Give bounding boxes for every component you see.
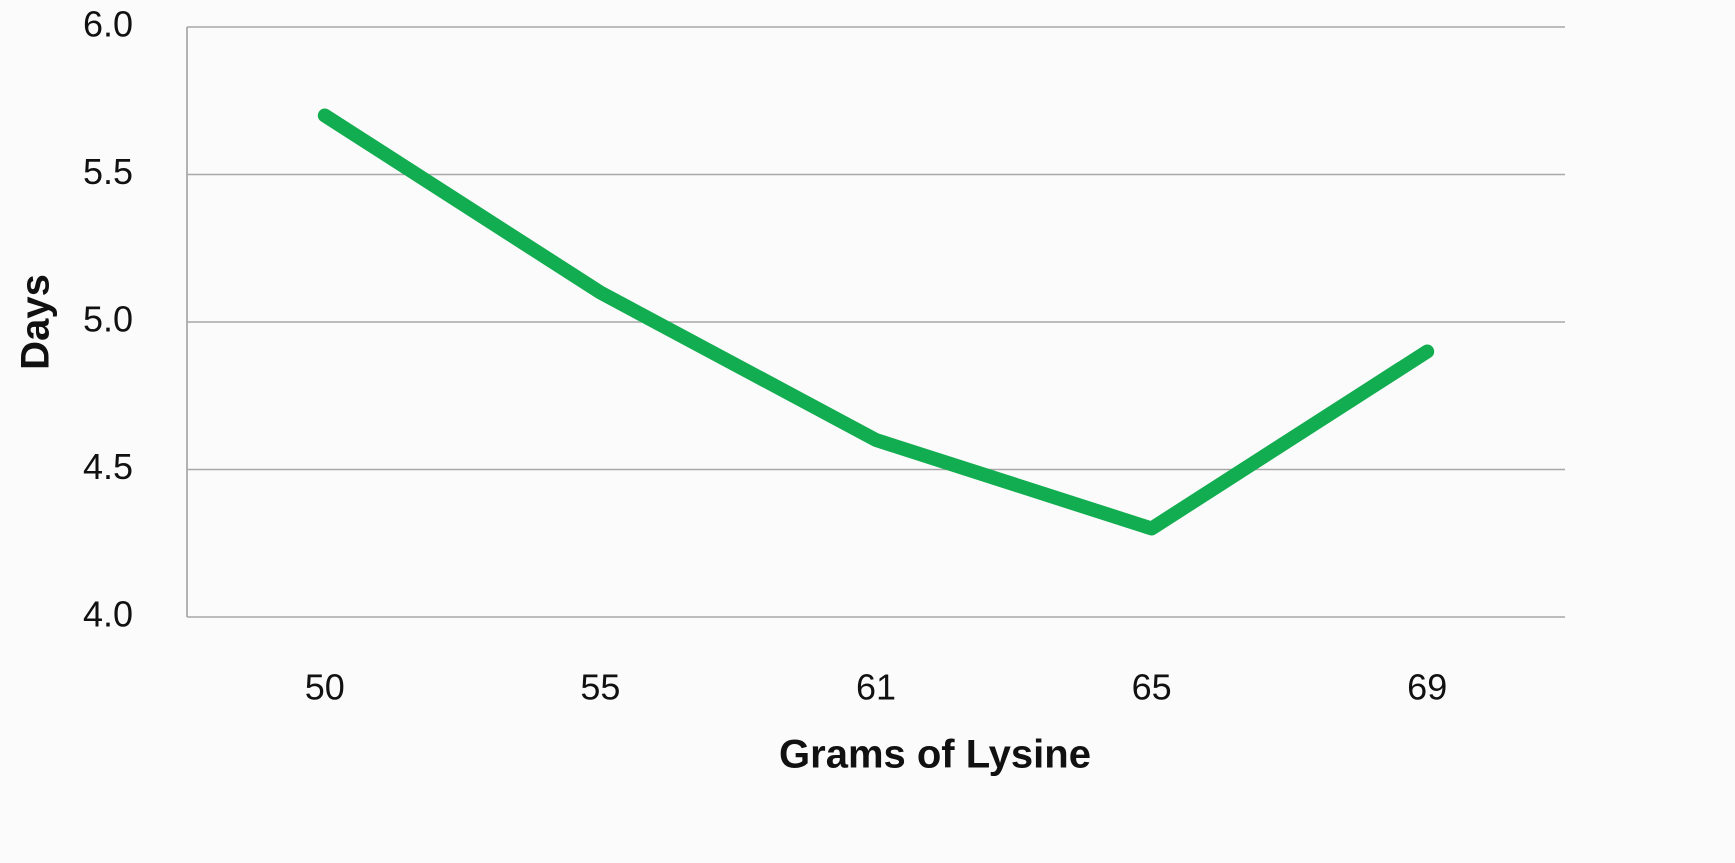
y-tick-label: 5.5: [83, 151, 133, 192]
x-tick-label: 55: [580, 667, 620, 708]
x-tick-label: 65: [1132, 667, 1172, 708]
y-tick-label: 4.0: [83, 594, 133, 635]
data-line: [317, 108, 1435, 536]
x-tick-label: 69: [1407, 667, 1447, 708]
x-axis-label: Grams of Lysine: [779, 733, 1091, 777]
x-tick-label: 61: [856, 667, 896, 708]
y-tick-label: 5.0: [83, 299, 133, 340]
y-axis-label: Days: [14, 274, 58, 370]
y-tick-label: 6.0: [83, 4, 133, 45]
y-tick-label: 4.5: [83, 446, 133, 487]
x-tick-label: 50: [305, 667, 345, 708]
